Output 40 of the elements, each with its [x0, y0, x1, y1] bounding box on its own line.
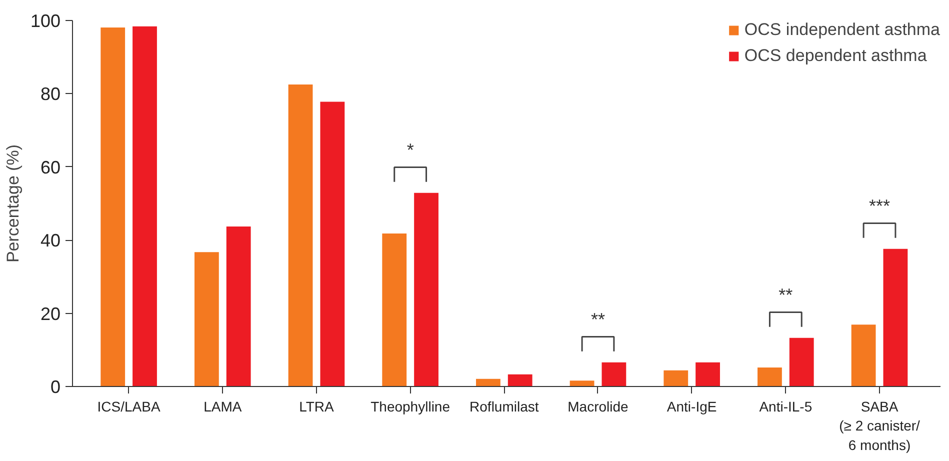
bar [664, 370, 688, 386]
legend-label: OCS dependent asthma [744, 46, 927, 66]
x-tick-label: Anti-IL-5 [759, 398, 812, 414]
annotation: ** [778, 284, 793, 305]
y-tick-label: 0 [50, 377, 61, 397]
bar [789, 338, 814, 386]
x-tick-label: Theophylline [370, 398, 450, 414]
x-tick-label: Anti-IgE [666, 398, 717, 414]
bar [602, 362, 626, 386]
y-axis-title: Percentage (%) [3, 144, 22, 263]
bar [226, 226, 251, 386]
x-tick-label: ICS/LABA [97, 398, 161, 414]
y-tick-label: 100 [30, 11, 61, 31]
x-tick-label: SABA (≥ 2 canister/ 6 months) [839, 398, 920, 453]
bar [414, 192, 438, 386]
bar [100, 27, 126, 386]
annotation: ** [590, 309, 606, 330]
y-tick-label: 40 [40, 230, 61, 251]
bar [320, 102, 345, 386]
bar [194, 252, 219, 386]
bar [132, 26, 157, 386]
bar [382, 234, 407, 386]
y-tick-label: 60 [40, 157, 61, 178]
x-tick-label: LTRA [299, 398, 335, 414]
bar [883, 248, 908, 386]
x-tick-label: Roflumilast [470, 398, 539, 414]
bar [288, 84, 313, 386]
annotation: *** [869, 196, 890, 216]
legend-label: OCS independent asthma [744, 20, 940, 40]
bar [476, 378, 500, 386]
bar [696, 362, 720, 386]
annotation: * [406, 140, 414, 160]
y-tick-label: 20 [40, 304, 61, 324]
x-tick-label: LAMA [204, 398, 242, 414]
x-tick-label: Macrolide [568, 398, 629, 414]
bar [758, 367, 782, 386]
y-tick-label: 80 [40, 84, 61, 104]
bar [851, 324, 876, 386]
bar [508, 374, 532, 386]
bar [570, 380, 594, 386]
